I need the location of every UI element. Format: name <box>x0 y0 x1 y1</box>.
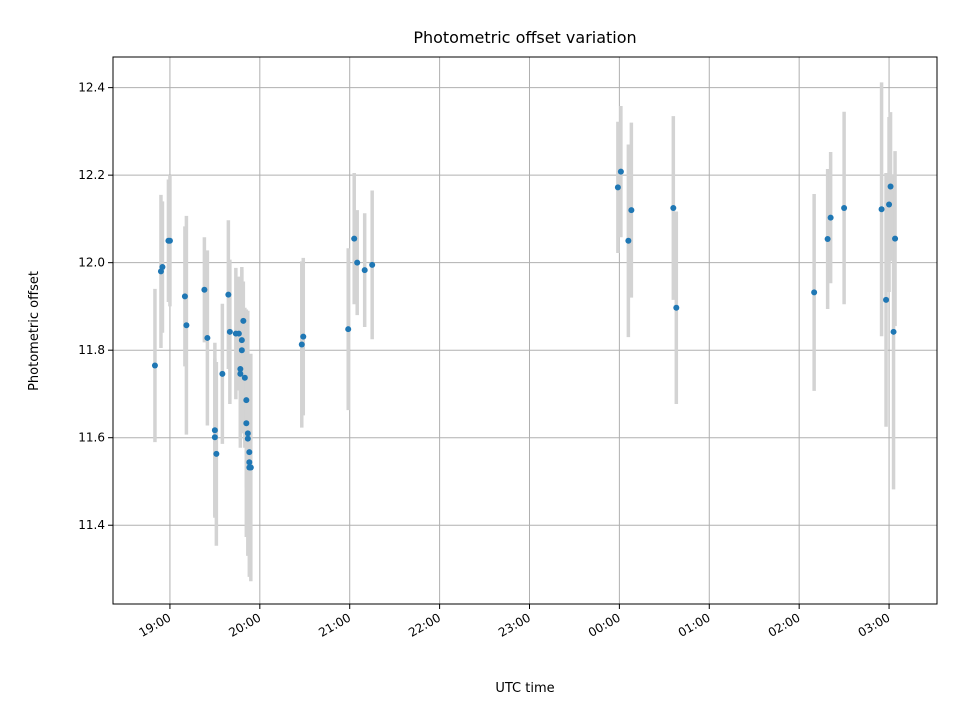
data-point <box>628 207 635 214</box>
data-point <box>670 204 677 211</box>
data-point <box>241 374 248 381</box>
data-point <box>238 347 245 354</box>
data-point <box>625 237 632 244</box>
point-layer <box>151 168 899 471</box>
x-tick-label: 02:00 <box>766 610 803 639</box>
data-point <box>235 330 242 337</box>
x-tick-label: 03:00 <box>856 610 893 639</box>
data-point <box>225 291 232 298</box>
data-point <box>181 293 188 300</box>
y-tick-label: 11.6 <box>78 431 105 445</box>
data-point <box>243 397 250 404</box>
data-point <box>213 450 220 457</box>
x-tick-label: 19:00 <box>136 610 173 639</box>
data-point <box>244 435 251 442</box>
data-point <box>617 168 624 175</box>
data-point <box>300 333 307 340</box>
data-point <box>219 370 226 377</box>
data-point <box>237 370 244 377</box>
chart-title: Photometric offset variation <box>413 28 636 47</box>
plot-frame <box>112 56 938 605</box>
data-point <box>238 337 245 344</box>
data-point <box>827 214 834 221</box>
y-tick-label: 12.0 <box>78 256 105 270</box>
tick-layer: 19:00 20:00 21:00 22:00 23:00 00:00 01:00 02:00… <box>78 81 892 640</box>
y-tick-label: 11.4 <box>78 518 105 532</box>
data-point <box>246 449 253 456</box>
data-point <box>151 362 158 369</box>
data-point <box>159 264 166 271</box>
x-tick-label: 20:00 <box>226 610 263 639</box>
x-axis-label: UTC time <box>495 681 554 696</box>
data-point <box>204 334 211 341</box>
x-tick-label: 23:00 <box>496 610 533 639</box>
data-point <box>247 464 254 471</box>
data-point <box>201 286 208 293</box>
y-axis-label: Photometric offset <box>27 271 42 391</box>
x-tick-label: 21:00 <box>316 610 353 639</box>
data-point <box>166 237 173 244</box>
data-point <box>298 341 305 348</box>
y-tick-label: 12.4 <box>78 81 105 95</box>
data-point <box>841 204 848 211</box>
data-point <box>351 235 358 242</box>
data-point <box>345 326 352 333</box>
data-point <box>211 427 218 434</box>
data-point <box>226 328 233 335</box>
data-point <box>890 328 897 335</box>
data-point <box>811 289 818 296</box>
data-point <box>237 366 244 373</box>
data-point <box>240 317 247 324</box>
data-point <box>886 201 893 208</box>
data-point <box>614 184 621 191</box>
y-tick-label: 11.8 <box>78 343 105 357</box>
data-point <box>673 304 680 311</box>
data-point <box>354 259 361 266</box>
x-tick-label: 00:00 <box>586 610 623 639</box>
data-point <box>824 236 831 243</box>
data-point <box>892 235 899 242</box>
data-point <box>887 183 894 190</box>
data-point <box>246 459 253 466</box>
error-bar-layer <box>153 82 897 582</box>
data-point <box>243 420 250 427</box>
data-point <box>878 206 885 213</box>
data-point <box>244 430 251 437</box>
x-tick-label: 22:00 <box>406 610 443 639</box>
y-tick-label: 12.2 <box>78 168 105 182</box>
data-point <box>369 261 376 268</box>
data-point <box>883 296 890 303</box>
data-point <box>211 434 218 441</box>
data-point <box>361 267 368 274</box>
x-tick-label: 01:00 <box>676 610 713 639</box>
data-point <box>183 322 190 329</box>
